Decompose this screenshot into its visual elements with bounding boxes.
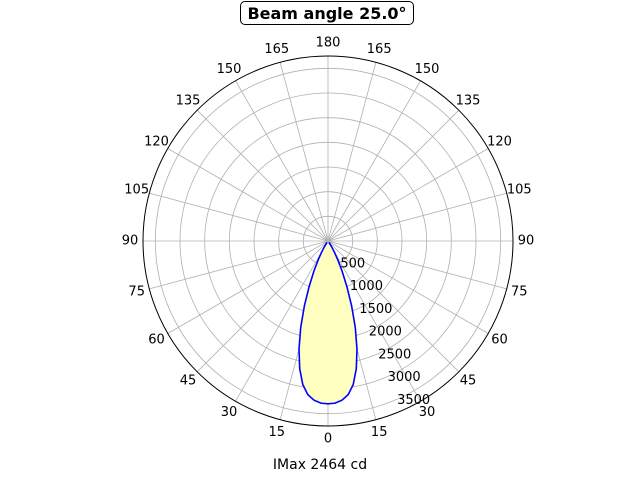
angle-tick-label: 45	[460, 374, 477, 389]
angle-tick-label: 105	[124, 182, 149, 197]
angle-tick-label: 165	[367, 42, 392, 57]
radial-tick-label: 1000	[350, 279, 383, 294]
angular-grid-line	[327, 192, 507, 242]
angular-grid-line	[327, 80, 421, 242]
angle-tick-label: 90	[122, 234, 139, 249]
angular-grid-line	[235, 240, 329, 402]
radial-tick-label: 3500	[397, 393, 430, 408]
angular-grid-line	[327, 109, 460, 242]
radial-tick-label: 2500	[378, 347, 411, 362]
angle-tick-label: 135	[176, 94, 201, 109]
angular-grid-line	[167, 240, 329, 334]
angle-tick-label: 15	[371, 425, 388, 440]
angular-grid-line	[327, 240, 421, 402]
angle-tick-label: 135	[456, 94, 481, 109]
angle-tick-label: 180	[316, 36, 341, 51]
angle-tick-label: 30	[221, 405, 238, 420]
angle-tick-label: 75	[128, 285, 145, 300]
angular-grid-line	[149, 192, 329, 242]
angular-grid-line	[327, 240, 460, 373]
angular-grid-line	[327, 240, 489, 334]
angle-tick-label: 45	[180, 374, 197, 389]
chart-title-box: Beam angle 25.0°	[240, 1, 414, 25]
tick-labels: 0 15 30 45 60 75 90 105 120 135 150 165 180 165 150 135…	[122, 36, 535, 447]
beam-fill	[299, 241, 357, 404]
angular-grid-line	[196, 109, 329, 242]
angle-tick-label: 150	[217, 62, 242, 77]
radial-tick-label: 1500	[359, 302, 392, 317]
angle-tick-label: 60	[148, 333, 165, 348]
angle-tick-label: 120	[487, 135, 512, 150]
angular-grid-line	[167, 148, 329, 242]
angular-grid-line	[196, 240, 329, 373]
angle-tick-label: 120	[144, 135, 169, 150]
plot-border	[142, 55, 514, 427]
angle-tick-label: 75	[511, 285, 528, 300]
radial-tick-label: 2000	[369, 325, 402, 340]
angle-tick-label: 150	[415, 62, 440, 77]
series-layer	[298, 241, 358, 405]
angle-tick-label: 165	[264, 42, 289, 57]
angle-tick-label: 15	[269, 425, 286, 440]
chart-title: Beam angle 25.0°	[247, 3, 407, 23]
radial-tick-label: 3000	[388, 370, 421, 385]
angle-tick-label: 30	[419, 405, 436, 420]
angle-tick-label: 90	[518, 234, 535, 249]
beam-series-line	[298, 241, 358, 405]
angular-grid-line	[327, 240, 507, 290]
radial-tick-label: 500	[340, 256, 365, 271]
angular-grid-line	[149, 240, 329, 290]
angular-grid-line	[235, 80, 329, 242]
angular-grid-line	[279, 62, 329, 242]
x-axis-label: IMax 2464 cd	[272, 457, 368, 473]
angular-grid-line	[327, 62, 377, 242]
angle-tick-label: 0	[324, 432, 332, 447]
angle-tick-label: 60	[491, 333, 508, 348]
angular-grid-line	[327, 148, 489, 242]
angle-tick-label: 105	[507, 182, 532, 197]
